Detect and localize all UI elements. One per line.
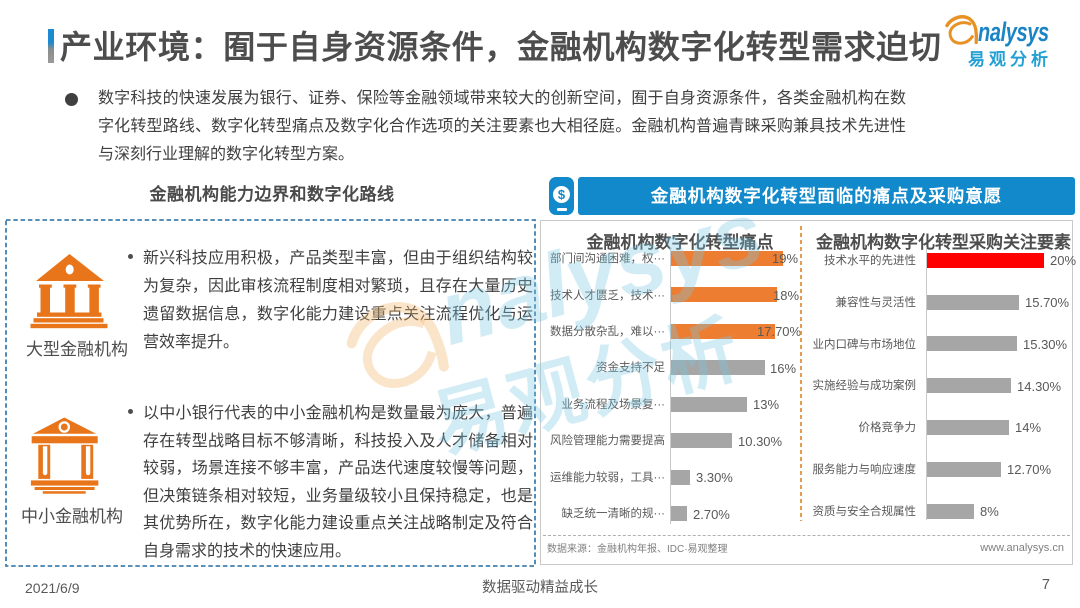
svg-text:nalysys: nalysys	[978, 17, 1049, 48]
svg-text:易观分析: 易观分析	[968, 49, 1052, 68]
